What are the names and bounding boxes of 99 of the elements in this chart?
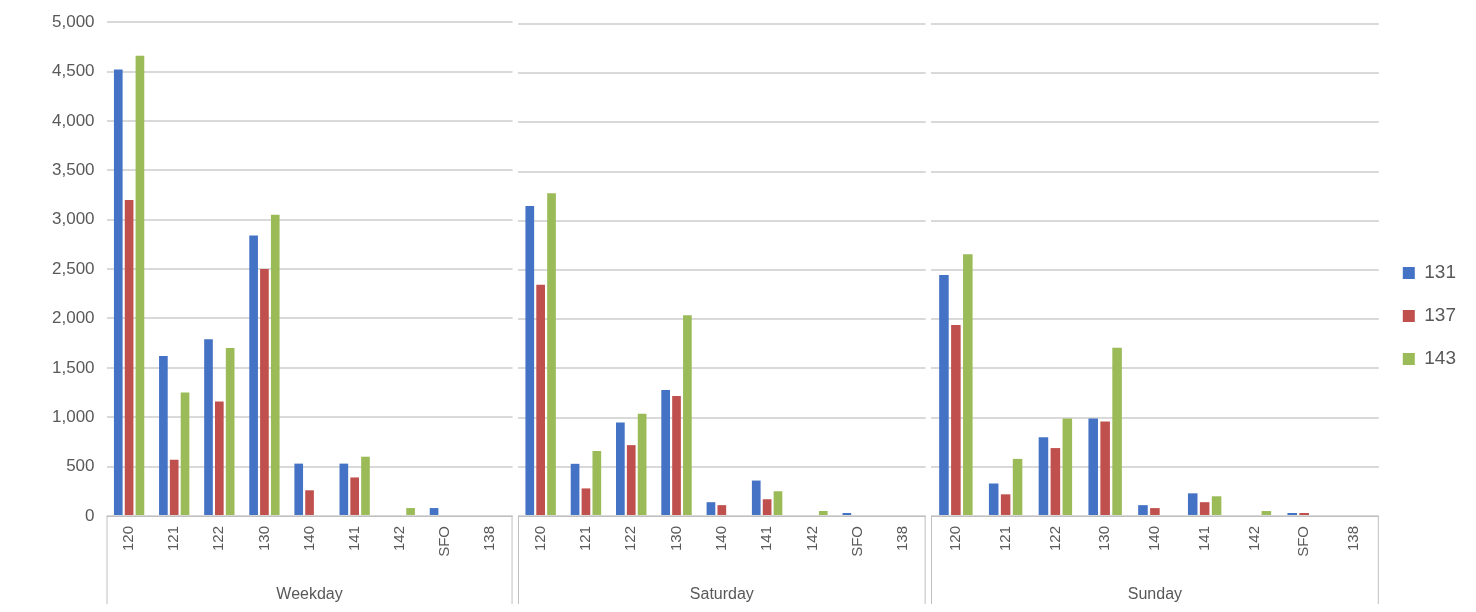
bar	[225, 348, 235, 515]
x-tick-label: 138	[480, 525, 498, 551]
x-tick-label: SFO	[847, 525, 865, 557]
bar	[204, 339, 213, 515]
bar	[672, 395, 681, 515]
y-tick-label: 3,500	[51, 160, 95, 180]
bar	[939, 274, 949, 515]
x-tick-label: 140	[711, 525, 729, 551]
bar	[773, 491, 783, 515]
x-tick-label: SFO	[1294, 525, 1312, 557]
bar	[1100, 421, 1110, 515]
bar	[570, 463, 580, 515]
x-tick-label: 121	[576, 525, 594, 551]
x-axis-title: Weekday	[276, 584, 343, 602]
x-tick-label: 121	[995, 525, 1013, 551]
y-tick-label: 5,000	[51, 11, 95, 31]
y-tick-label: 0	[85, 505, 95, 525]
x-tick-label: 122	[621, 525, 639, 551]
bar	[1199, 502, 1210, 515]
bar	[361, 456, 370, 515]
legend-label: 143	[1424, 347, 1456, 369]
bar	[706, 502, 716, 515]
bar	[1261, 511, 1272, 515]
y-tick-label: 2,000	[51, 308, 95, 328]
x-tick-label: 120	[119, 525, 137, 551]
bar	[406, 508, 415, 515]
x-tick-label: 122	[209, 525, 227, 551]
legend-label: 137	[1424, 304, 1456, 326]
x-tick-label: 120	[530, 525, 548, 551]
bar	[124, 199, 134, 515]
bar	[1138, 505, 1148, 515]
bar	[1038, 437, 1049, 515]
bar	[113, 69, 123, 515]
x-tick-label: 142	[802, 525, 820, 551]
bar	[988, 483, 999, 515]
y-tick-label: 500	[66, 456, 95, 476]
legend-label: 131	[1424, 261, 1456, 283]
x-tick-label: 120	[946, 525, 964, 551]
bar	[1050, 448, 1061, 515]
bar	[637, 413, 647, 515]
x-tick-label: 130	[666, 525, 684, 551]
bar	[339, 463, 349, 515]
bar	[1000, 494, 1011, 515]
bar	[683, 315, 692, 515]
bar	[547, 193, 556, 515]
bar	[762, 499, 772, 515]
bar	[661, 390, 671, 515]
x-tick-label: 141	[757, 525, 775, 551]
bar	[717, 505, 727, 515]
y-tick-label: 4,500	[51, 61, 95, 81]
bar	[1112, 347, 1122, 515]
x-tick-label: 140	[1145, 525, 1163, 551]
bar	[180, 392, 190, 515]
bar	[249, 235, 258, 515]
x-tick-label: 130	[1095, 525, 1113, 551]
bar	[818, 511, 828, 515]
bar	[626, 445, 636, 515]
y-tick-label: 2,500	[51, 258, 95, 278]
bar	[1187, 493, 1198, 515]
bar	[214, 401, 224, 515]
bar	[751, 480, 761, 515]
x-tick-label: SFO	[435, 525, 453, 557]
bar	[270, 214, 280, 515]
x-tick-label: 121	[164, 525, 182, 551]
bar	[260, 269, 269, 515]
x-tick-label: 138	[893, 525, 911, 551]
y-tick-label: 1,500	[51, 357, 95, 377]
bar	[1012, 458, 1023, 515]
bar	[581, 488, 591, 515]
bar	[592, 451, 602, 515]
x-tick-label: 130	[254, 525, 272, 551]
y-tick-label: 3,000	[51, 209, 95, 229]
x-tick-label: 142	[389, 525, 407, 551]
bar	[1062, 418, 1073, 515]
bar	[1211, 496, 1222, 515]
bar	[429, 508, 439, 515]
x-axis-title: Saturday	[689, 584, 754, 602]
x-tick-label: 141	[344, 525, 362, 551]
bar	[536, 284, 545, 515]
bar	[350, 477, 359, 515]
x-axis-title: Sunday	[1127, 584, 1183, 602]
x-tick-label: 140	[299, 525, 317, 551]
bar	[616, 422, 625, 515]
bar	[135, 55, 145, 515]
x-tick-label: 141	[1194, 525, 1212, 551]
bar	[951, 325, 961, 515]
x-tick-label: 142	[1244, 525, 1262, 551]
bar	[159, 355, 168, 515]
y-tick-label: 4,000	[51, 110, 95, 130]
x-tick-label: 122	[1045, 525, 1063, 551]
bar	[294, 463, 304, 515]
bar	[305, 490, 314, 515]
bar	[1150, 508, 1160, 515]
bar	[525, 206, 535, 515]
x-tick-label: 138	[1344, 525, 1362, 551]
bar	[963, 254, 973, 515]
bar	[169, 459, 179, 515]
bar	[1088, 418, 1098, 515]
y-tick-label: 1,000	[51, 406, 95, 426]
